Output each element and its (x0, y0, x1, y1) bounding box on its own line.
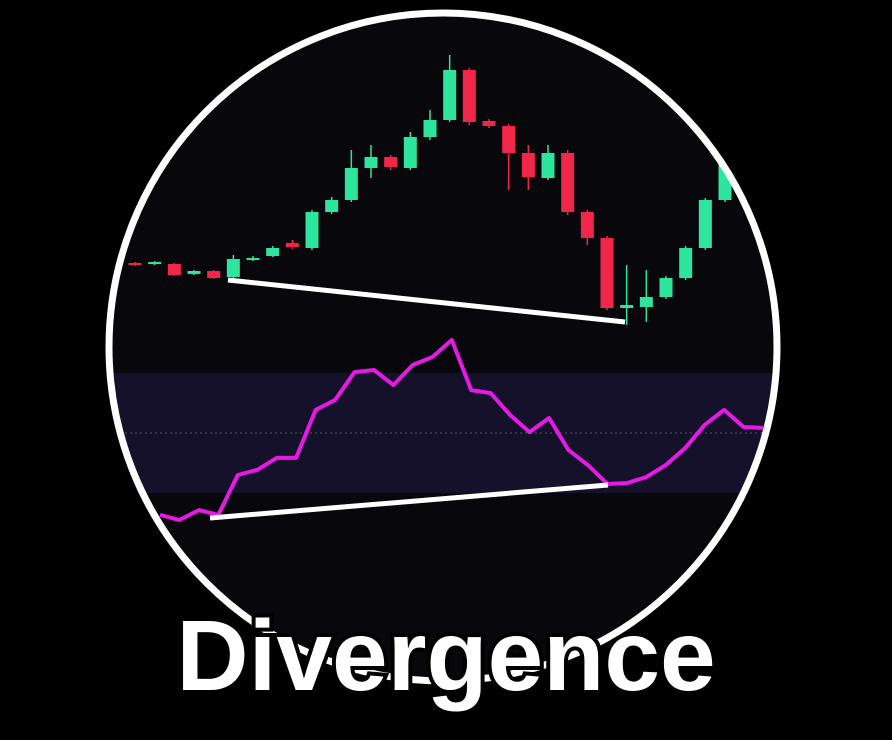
candle-body (207, 271, 221, 278)
candle-body (364, 157, 378, 168)
candle-body (246, 258, 260, 260)
candle-body (462, 70, 476, 122)
candle-body (521, 153, 535, 177)
candle-body (325, 200, 339, 212)
candle-body (580, 212, 594, 238)
candle-body (443, 70, 457, 120)
frame-circle (105, 9, 781, 685)
rsi-line (159, 338, 764, 522)
candle-body (620, 305, 634, 308)
plot-area (109, 55, 777, 522)
candle-body (679, 248, 693, 278)
candle-body (698, 200, 712, 248)
candle-body (384, 157, 398, 167)
candle-body (423, 120, 437, 137)
candle-body (561, 153, 575, 212)
candle-body (187, 271, 201, 274)
candle-body (482, 121, 496, 126)
candle-body (285, 243, 299, 247)
candle-body (226, 259, 240, 277)
candle-body (659, 278, 673, 297)
price-divergence-line (227, 277, 626, 325)
candle-body (148, 262, 162, 264)
candle-body (403, 137, 417, 168)
rsi-divergence-line (209, 482, 609, 521)
candle-body (167, 264, 181, 275)
candle-body (344, 168, 358, 200)
chart-title: Divergence (176, 600, 715, 712)
candle-body (266, 248, 280, 256)
candle-body (639, 297, 653, 307)
candle-body (128, 263, 142, 265)
candle-body (600, 238, 614, 308)
candle-body (305, 212, 319, 248)
candle-body (541, 153, 555, 178)
candle-body (502, 126, 516, 153)
